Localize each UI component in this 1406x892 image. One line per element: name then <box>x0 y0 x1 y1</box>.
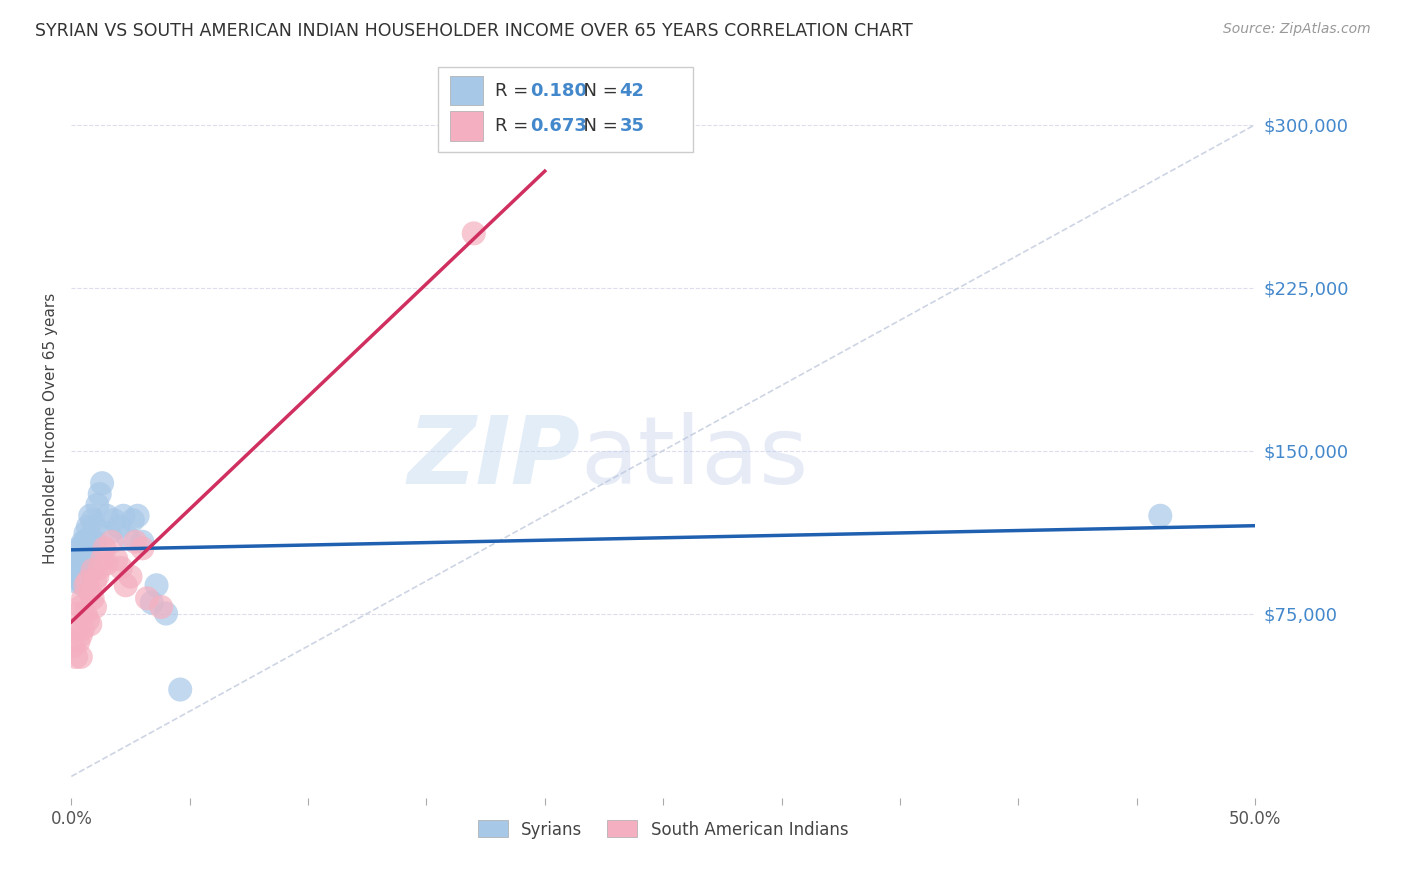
Point <box>169 682 191 697</box>
Point <box>86 569 108 583</box>
Point <box>145 578 167 592</box>
Point <box>107 519 129 533</box>
Point <box>127 508 149 523</box>
Point <box>1149 508 1171 523</box>
Point <box>131 541 153 556</box>
Point <box>77 574 100 588</box>
Point <box>62 574 84 588</box>
Point <box>105 552 128 566</box>
Point <box>72 563 94 577</box>
Point <box>114 578 136 592</box>
Point <box>112 508 135 523</box>
Point <box>117 531 139 545</box>
Point <box>75 526 97 541</box>
Point <box>84 519 107 533</box>
Text: ZIP: ZIP <box>408 412 581 504</box>
Point <box>86 498 108 512</box>
Point <box>75 552 97 566</box>
Point <box>72 534 94 549</box>
Text: N =: N = <box>572 82 623 100</box>
Point <box>89 561 111 575</box>
Point <box>84 599 107 614</box>
Point <box>141 596 163 610</box>
Point <box>100 534 122 549</box>
Point <box>65 552 87 566</box>
Point <box>82 513 104 527</box>
Point <box>69 563 91 577</box>
Point <box>96 557 118 571</box>
Point <box>77 541 100 556</box>
Point <box>62 639 84 653</box>
Point <box>72 622 94 636</box>
Text: atlas: atlas <box>581 412 808 504</box>
Point <box>65 563 87 577</box>
Point <box>69 541 91 556</box>
Point <box>82 563 104 577</box>
Point <box>75 607 97 621</box>
Point <box>93 541 115 556</box>
Point <box>103 513 125 527</box>
Text: R =: R = <box>495 117 534 135</box>
Point <box>67 569 90 583</box>
Point <box>69 599 91 614</box>
Point <box>72 578 94 592</box>
Point <box>72 552 94 566</box>
Legend: Syrians, South American Indians: Syrians, South American Indians <box>471 814 855 846</box>
Point <box>84 574 107 588</box>
Point <box>77 519 100 533</box>
Text: R =: R = <box>495 82 534 100</box>
Point <box>79 531 101 545</box>
Point <box>155 607 177 621</box>
Point <box>131 534 153 549</box>
FancyBboxPatch shape <box>450 112 484 141</box>
Point <box>150 599 173 614</box>
FancyBboxPatch shape <box>439 67 693 152</box>
Point <box>124 534 146 549</box>
Point <box>69 649 91 664</box>
Point <box>136 591 159 606</box>
Point <box>463 227 485 241</box>
Point <box>91 476 114 491</box>
Y-axis label: Householder Income Over 65 years: Householder Income Over 65 years <box>44 293 58 565</box>
Point <box>75 534 97 549</box>
Text: 0.673: 0.673 <box>530 117 588 135</box>
Text: SYRIAN VS SOUTH AMERICAN INDIAN HOUSEHOLDER INCOME OVER 65 YEARS CORRELATION CHA: SYRIAN VS SOUTH AMERICAN INDIAN HOUSEHOL… <box>35 22 912 40</box>
Point <box>65 622 87 636</box>
Point <box>67 541 90 556</box>
Point <box>72 591 94 606</box>
Point <box>110 561 132 575</box>
Point <box>75 578 97 592</box>
Point <box>75 563 97 577</box>
Point <box>84 534 107 549</box>
Point <box>98 526 121 541</box>
Text: 42: 42 <box>620 82 644 100</box>
Point <box>79 552 101 566</box>
Point <box>96 508 118 523</box>
Point <box>120 569 142 583</box>
Point <box>89 487 111 501</box>
Point <box>67 552 90 566</box>
Point <box>82 591 104 606</box>
Point <box>121 513 143 527</box>
Point <box>79 584 101 599</box>
Point <box>79 617 101 632</box>
Text: 0.180: 0.180 <box>530 82 588 100</box>
Point <box>69 574 91 588</box>
Point <box>67 607 90 621</box>
Text: N =: N = <box>572 117 623 135</box>
Point <box>65 649 87 664</box>
FancyBboxPatch shape <box>450 76 484 105</box>
Point <box>67 634 90 648</box>
Point <box>77 613 100 627</box>
Point <box>69 628 91 642</box>
Point <box>91 552 114 566</box>
Text: 35: 35 <box>620 117 644 135</box>
Point <box>79 508 101 523</box>
Text: Source: ZipAtlas.com: Source: ZipAtlas.com <box>1223 22 1371 37</box>
